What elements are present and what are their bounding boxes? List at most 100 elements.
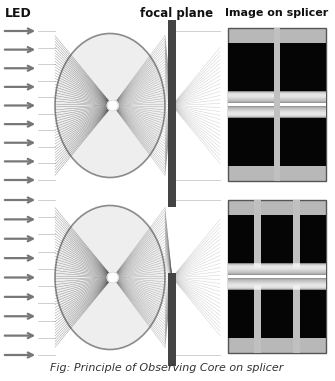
Ellipse shape [55, 205, 165, 349]
Bar [228, 104, 274, 105]
Bar [228, 273, 326, 280]
Bar [280, 97, 326, 112]
Text: focal plane: focal plane [140, 7, 214, 20]
Bar [228, 275, 326, 278]
Bar [280, 102, 326, 107]
Bar [228, 273, 326, 280]
Bar [168, 189, 176, 207]
Bar [228, 102, 274, 107]
Bar [228, 104, 274, 106]
Bar [280, 97, 326, 112]
Bar [280, 103, 326, 106]
Bar [228, 276, 326, 277]
Bar [228, 276, 326, 277]
Bar [280, 92, 326, 117]
Bar [228, 271, 326, 282]
Bar [168, 272, 176, 366]
Bar [280, 104, 326, 106]
Bar [280, 104, 326, 105]
Bar [228, 91, 274, 118]
Bar [228, 276, 326, 277]
Text: LED: LED [5, 7, 32, 20]
Bar [280, 94, 326, 115]
Bar [228, 104, 274, 105]
Bar [280, 99, 326, 110]
Bar [228, 99, 274, 110]
Bar [228, 104, 274, 105]
Bar [228, 276, 326, 277]
Bar [280, 103, 326, 106]
Bar [228, 275, 326, 278]
Bar [228, 275, 326, 277]
Bar [228, 276, 326, 277]
Bar [228, 270, 326, 283]
Bar [228, 271, 326, 282]
Bar [228, 215, 326, 338]
Bar [228, 102, 274, 107]
Bar [280, 101, 326, 108]
Bar [280, 102, 326, 107]
Bar [228, 103, 274, 106]
Bar [280, 103, 326, 106]
Bar [228, 272, 326, 281]
Bar [228, 275, 326, 278]
Bar [228, 96, 274, 113]
Bar [228, 265, 326, 288]
Circle shape [107, 100, 118, 111]
Bar [280, 102, 326, 107]
Bar [228, 267, 326, 286]
Bar [280, 95, 326, 114]
Bar [228, 100, 274, 109]
Bar [280, 98, 326, 111]
Bar [228, 274, 326, 279]
Bar [228, 275, 326, 278]
Bar [228, 276, 326, 277]
Bar [228, 102, 274, 107]
Bar [228, 104, 274, 105]
Bar [228, 94, 274, 115]
Bar [168, 20, 176, 191]
Bar [293, 200, 300, 353]
Bar [228, 101, 274, 108]
Bar [228, 104, 274, 105]
Bar [228, 264, 326, 289]
Bar [274, 28, 280, 181]
Bar [280, 104, 326, 105]
Bar [228, 43, 274, 166]
Bar [228, 276, 326, 277]
Bar [280, 96, 326, 113]
Bar [228, 276, 326, 277]
Bar [228, 103, 274, 106]
Bar [228, 102, 274, 106]
Bar [280, 103, 326, 106]
Bar [280, 104, 326, 105]
Bar [280, 104, 326, 105]
Bar [280, 104, 326, 106]
Bar [280, 104, 326, 105]
Bar [228, 102, 274, 106]
Bar [228, 104, 274, 105]
Bar [228, 103, 274, 106]
Bar [228, 104, 274, 105]
Bar [280, 102, 326, 106]
Bar [228, 101, 274, 108]
Bar [280, 102, 326, 107]
Bar [228, 102, 274, 107]
Bar [228, 92, 274, 117]
Bar [228, 28, 326, 181]
Bar [280, 104, 326, 105]
Bar [228, 100, 274, 109]
Bar [228, 268, 326, 285]
Bar [280, 103, 326, 106]
Bar [228, 99, 274, 110]
Bar [228, 269, 326, 284]
Bar [228, 98, 274, 111]
Bar [228, 274, 326, 279]
Bar [280, 101, 326, 108]
Bar [228, 274, 326, 279]
Bar [228, 272, 326, 281]
Bar [280, 104, 326, 105]
Bar [280, 102, 326, 106]
Bar [228, 101, 274, 108]
Bar [280, 104, 326, 105]
